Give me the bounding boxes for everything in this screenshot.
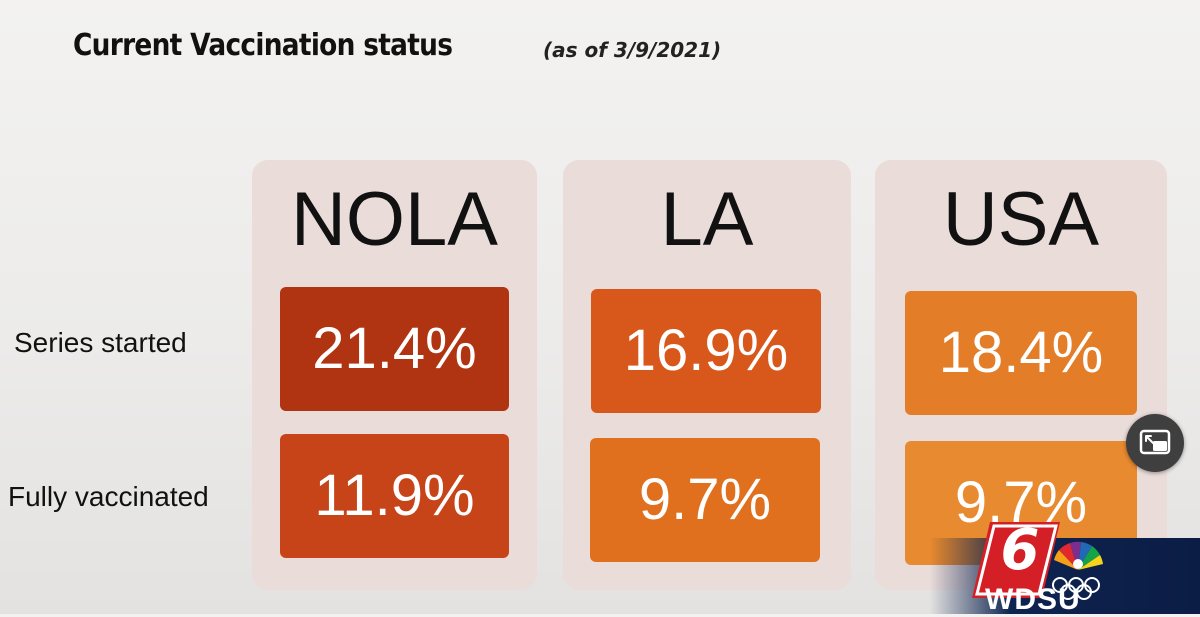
- picture-in-picture-button[interactable]: [1126, 414, 1184, 472]
- column-header-nola: NOLA: [291, 177, 498, 262]
- column-header-la: LA: [660, 177, 754, 262]
- la-series-started-cell: 16.9%: [591, 289, 821, 413]
- page-title-row: Current Vaccination status (as of 3/9/20…: [73, 28, 721, 63]
- row-label-fully-vaccinated: Fully vaccinated: [8, 481, 209, 512]
- title-date: (as of 3/9/2021): [543, 38, 722, 62]
- column-la: LA 16.9% 9.7%: [563, 160, 851, 590]
- usa-series-started-cell: 18.4%: [905, 291, 1137, 415]
- picture-in-picture-icon: [1139, 429, 1171, 455]
- olympic-rings-icon: [1052, 577, 1100, 600]
- nola-series-started-cell: 21.4%: [280, 287, 509, 411]
- nbc-peacock-icon: [1054, 541, 1103, 570]
- nola-fully-vaccinated-cell: 11.9%: [280, 434, 509, 558]
- channel-six-logo: [972, 522, 1060, 598]
- page-title: Current Vaccination status: [73, 28, 453, 63]
- column-nola: NOLA 21.4% 11.9%: [252, 160, 537, 590]
- station-name: WDSU: [985, 583, 1081, 616]
- channel-number: 6: [1000, 518, 1040, 583]
- row-label-series-started: Series started: [14, 327, 187, 358]
- la-fully-vaccinated-cell: 9.7%: [590, 438, 820, 562]
- column-header-usa: USA: [942, 177, 1100, 262]
